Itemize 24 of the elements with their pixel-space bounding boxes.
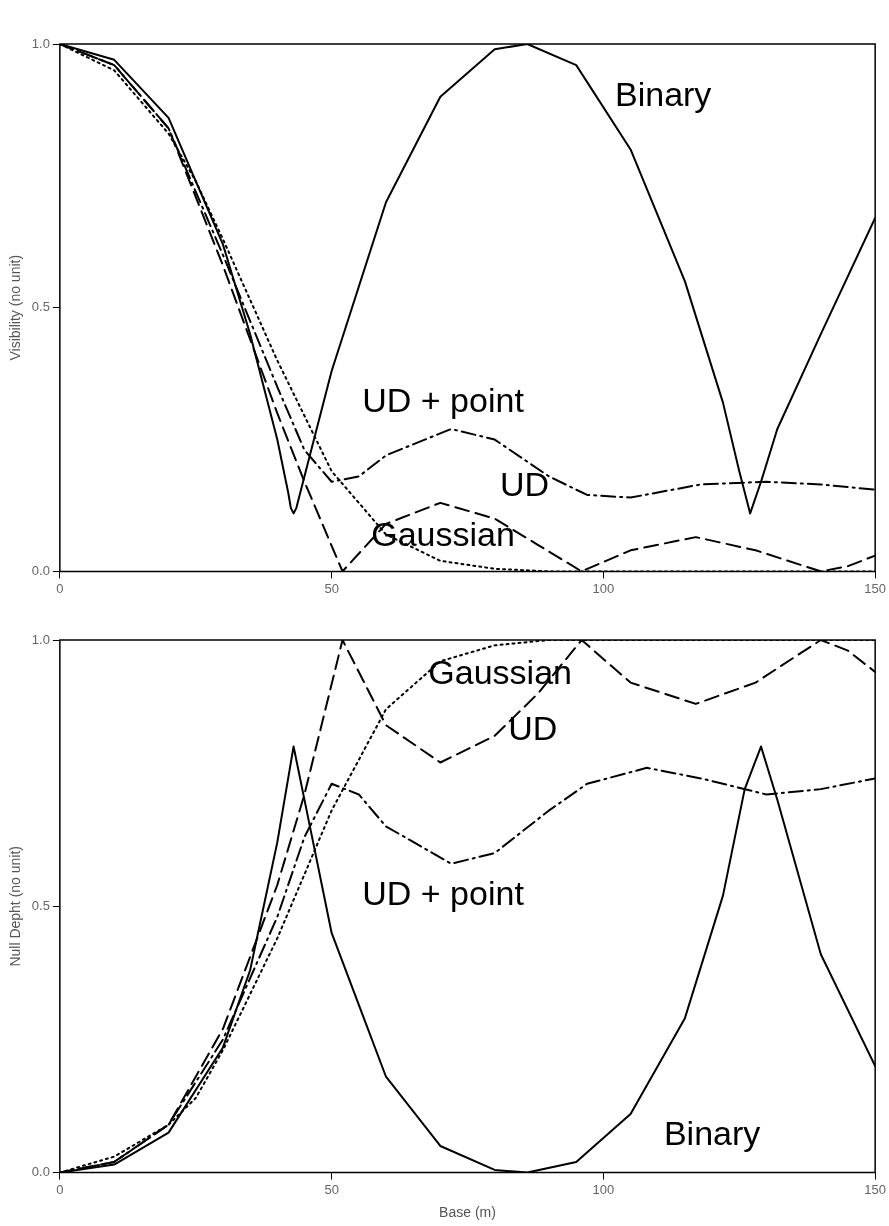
series-label: Binary (663, 1113, 761, 1152)
series-label: UD + point (362, 381, 525, 420)
series-label: UD + point (362, 874, 525, 913)
x-tick-label: 0 (56, 1181, 64, 1197)
x-tick-label: 50 (324, 580, 339, 596)
y-axis-title: Null Depht (no unit) (7, 845, 24, 967)
series-label: Binary (614, 75, 712, 114)
x-tick-label: 150 (864, 580, 887, 596)
x-tick-label: 100 (592, 580, 615, 596)
y-tick-label: 1.0 (31, 631, 50, 647)
x-tick-label: 50 (324, 1181, 339, 1197)
series-label: UD (500, 465, 550, 504)
x-tick-label: 100 (592, 1181, 615, 1197)
y-tick-label: 0.5 (31, 299, 50, 315)
y-tick-label: 0.5 (31, 897, 50, 913)
y-tick-label: 0.0 (31, 1164, 50, 1180)
series-label: UD (508, 708, 558, 747)
y-axis-title: Visibility (no unit) (7, 254, 24, 361)
x-axis-title: Base (m) (439, 1204, 496, 1221)
x-tick-label: 0 (56, 580, 64, 596)
x-tick-label: 150 (864, 1181, 887, 1197)
y-tick-label: 1.0 (31, 35, 50, 51)
series-label: Gaussian (428, 652, 572, 691)
y-tick-label: 0.0 (31, 562, 50, 578)
